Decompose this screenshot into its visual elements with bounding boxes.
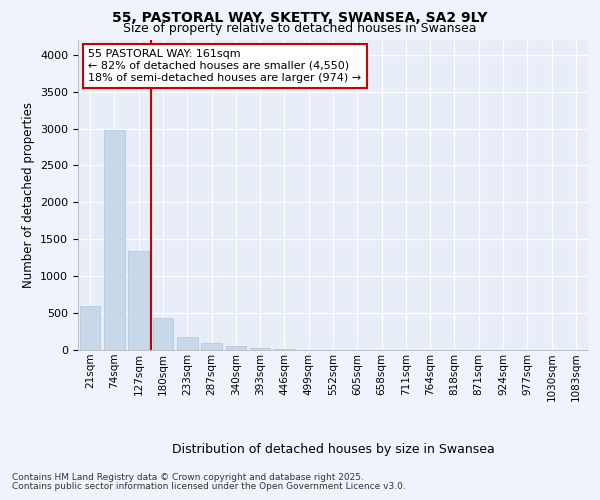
Text: Distribution of detached houses by size in Swansea: Distribution of detached houses by size … xyxy=(172,442,494,456)
Bar xyxy=(104,130,125,350)
Text: Contains HM Land Registry data © Crown copyright and database right 2025.: Contains HM Land Registry data © Crown c… xyxy=(12,472,364,482)
Bar xyxy=(177,337,197,350)
Bar xyxy=(250,348,271,350)
Bar xyxy=(152,318,173,350)
Text: 55, PASTORAL WAY, SKETTY, SWANSEA, SA2 9LY: 55, PASTORAL WAY, SKETTY, SWANSEA, SA2 9… xyxy=(112,11,488,25)
Bar xyxy=(226,346,246,350)
Text: Contains public sector information licensed under the Open Government Licence v3: Contains public sector information licen… xyxy=(12,482,406,491)
Y-axis label: Number of detached properties: Number of detached properties xyxy=(22,102,35,288)
Bar xyxy=(201,342,222,350)
Bar xyxy=(274,348,295,350)
Text: 55 PASTORAL WAY: 161sqm
← 82% of detached houses are smaller (4,550)
18% of semi: 55 PASTORAL WAY: 161sqm ← 82% of detache… xyxy=(88,50,361,82)
Bar xyxy=(128,251,149,350)
Text: Size of property relative to detached houses in Swansea: Size of property relative to detached ho… xyxy=(123,22,477,35)
Bar xyxy=(80,306,100,350)
